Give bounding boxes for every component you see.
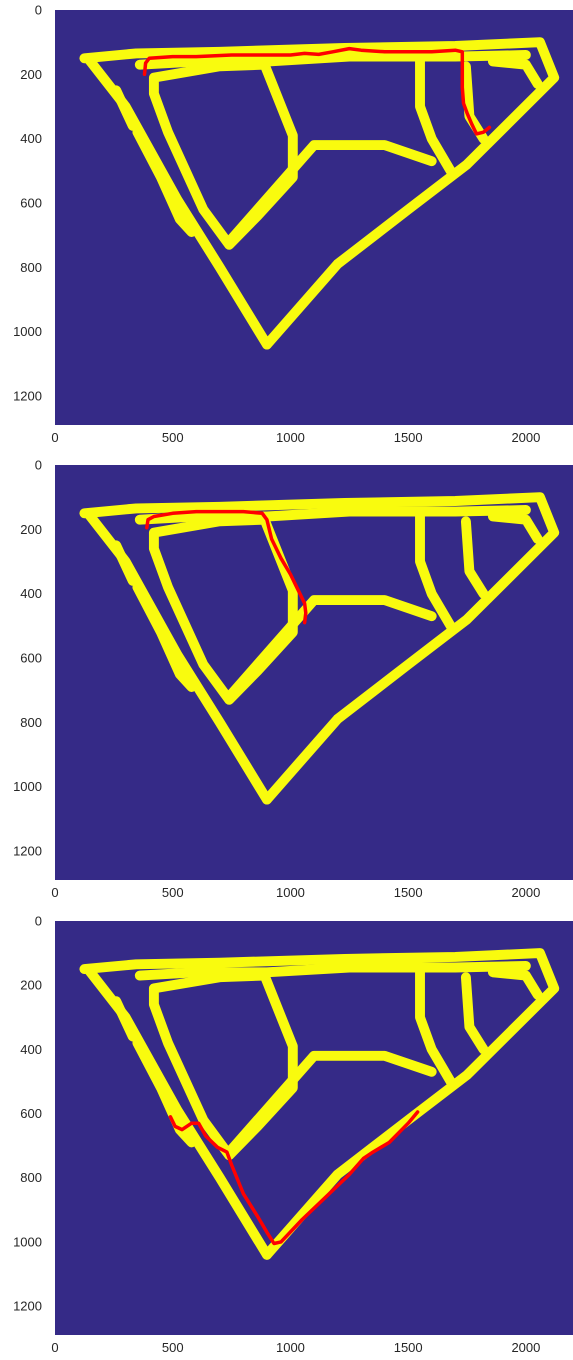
x-tick-label: 1500 xyxy=(394,1340,423,1355)
x-tick-label: 2000 xyxy=(511,1340,540,1355)
y-tick-label: 0 xyxy=(35,914,42,929)
y-tick-label: 1200 xyxy=(13,844,42,859)
y-tick-label: 400 xyxy=(20,131,42,146)
x-tick-label: 500 xyxy=(162,1340,184,1355)
y-tick-label: 800 xyxy=(20,1170,42,1185)
y-tick-label: 800 xyxy=(20,260,42,275)
x-tick-label: 1000 xyxy=(276,430,305,445)
y-tick-label: 0 xyxy=(35,458,42,473)
image-area xyxy=(55,465,573,880)
x-tick-label: 2000 xyxy=(511,885,540,900)
y-tick-label: 1000 xyxy=(13,324,42,339)
panel-top: 0 500 1000 1500 2000 0 200 400 600 800 1000 1200 xyxy=(13,3,573,446)
x-tick-label: 0 xyxy=(51,1340,58,1355)
y-tick-label: 1000 xyxy=(13,779,42,794)
x-tick-label: 1000 xyxy=(276,1340,305,1355)
y-tick-label: 400 xyxy=(20,586,42,601)
y-tick-label: 600 xyxy=(20,651,42,666)
x-tick-label: 1500 xyxy=(394,430,423,445)
y-tick-label: 1200 xyxy=(13,1299,42,1314)
image-area xyxy=(55,921,573,1335)
x-tick-label: 0 xyxy=(51,885,58,900)
y-tick-label: 200 xyxy=(20,978,42,993)
y-tick-label: 0 xyxy=(35,3,42,18)
y-tick-label: 800 xyxy=(20,715,42,730)
y-tick-label: 200 xyxy=(20,67,42,82)
x-tick-label: 2000 xyxy=(511,430,540,445)
y-tick-label: 400 xyxy=(20,1042,42,1057)
panel-bottom: 0 500 1000 1500 2000 0 200 400 600 800 1000 1200 xyxy=(13,914,573,1356)
y-tick-label: 1200 xyxy=(13,389,42,404)
x-tick-label: 1000 xyxy=(276,885,305,900)
x-tick-label: 0 xyxy=(51,430,58,445)
y-tick-label: 600 xyxy=(20,196,42,211)
x-tick-label: 500 xyxy=(162,430,184,445)
x-tick-label: 1500 xyxy=(394,885,423,900)
x-tick-label: 500 xyxy=(162,885,184,900)
y-tick-label: 600 xyxy=(20,1106,42,1121)
image-area xyxy=(55,10,573,425)
y-tick-label: 200 xyxy=(20,522,42,537)
panel-middle: 0 500 1000 1500 2000 0 200 400 600 800 1000 1200 xyxy=(13,458,573,901)
y-tick-label: 1000 xyxy=(13,1234,42,1249)
